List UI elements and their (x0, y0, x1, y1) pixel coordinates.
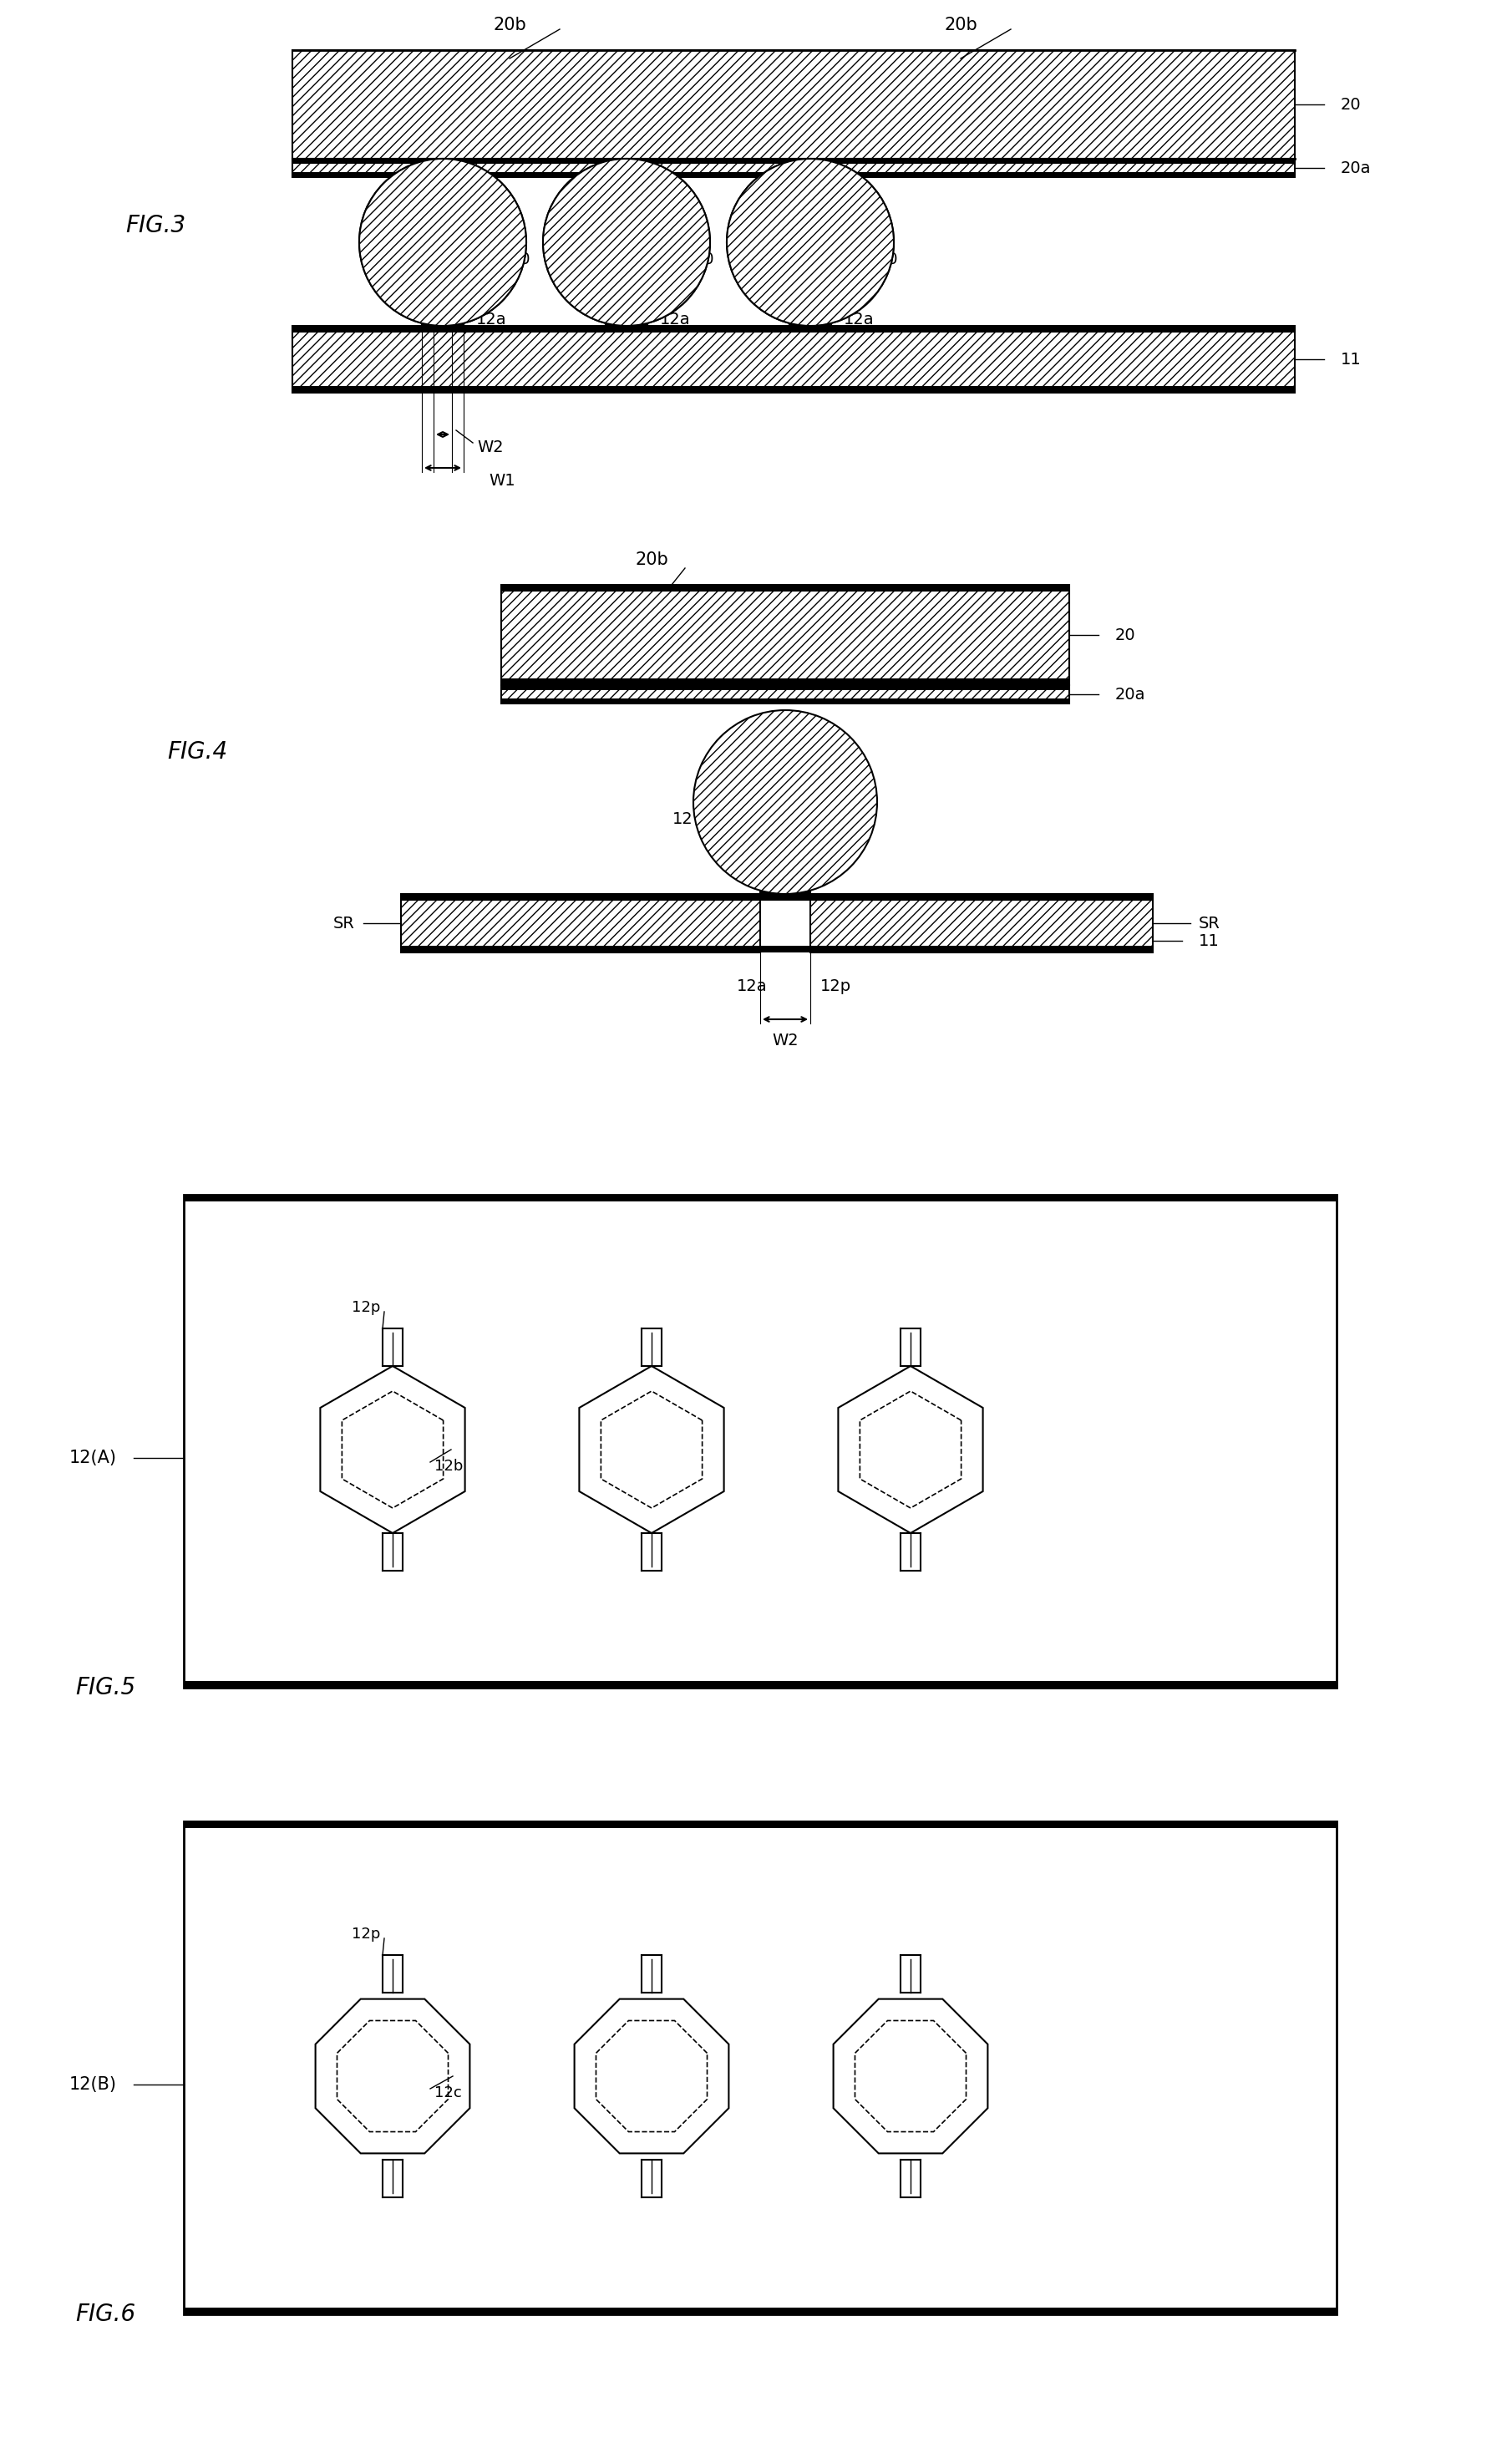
Text: 20: 20 (1341, 96, 1361, 113)
Bar (292, 327, 1294, 332)
Bar (789, 310, 832, 327)
Bar (761, 890, 810, 895)
Text: W1: W1 (488, 472, 516, 489)
Text: 11: 11 (1199, 934, 1219, 949)
Bar (500, 686, 1069, 691)
Text: 12c: 12c (434, 2084, 461, 2102)
Text: W2: W2 (476, 440, 503, 455)
Text: 12b: 12b (434, 1458, 463, 1475)
Bar (422, 322, 464, 327)
Wedge shape (360, 160, 526, 327)
Text: SR: SR (334, 914, 355, 932)
Text: 12(A): 12(A) (70, 1450, 116, 1467)
Text: 12a: 12a (659, 312, 691, 327)
Bar (606, 310, 647, 327)
Text: 30: 30 (510, 251, 531, 268)
Text: 11: 11 (1341, 351, 1361, 366)
Wedge shape (694, 710, 877, 895)
Bar (184, 1195, 1337, 1689)
Bar (789, 322, 832, 327)
Text: 12a: 12a (844, 312, 874, 327)
Text: SR: SR (1199, 914, 1220, 932)
Bar (292, 160, 1294, 177)
Bar (500, 585, 1069, 592)
Text: 20b: 20b (493, 17, 526, 34)
Bar (184, 1821, 1337, 2315)
Bar (401, 895, 1152, 900)
Text: 20b: 20b (943, 17, 977, 34)
Circle shape (727, 160, 894, 327)
Bar (401, 946, 1152, 951)
Bar (184, 1681, 1337, 1689)
Text: W2: W2 (773, 1032, 798, 1047)
Text: FIG.4: FIG.4 (166, 740, 227, 764)
Text: FIG.5: FIG.5 (76, 1676, 136, 1698)
Bar (500, 678, 1069, 686)
Text: 30: 30 (835, 777, 856, 794)
Text: 20a: 20a (1341, 160, 1371, 177)
Bar (292, 386, 1294, 393)
Bar (292, 160, 1294, 165)
Text: 20: 20 (1116, 627, 1136, 644)
Bar (810, 895, 1152, 951)
Text: 30: 30 (694, 251, 714, 268)
Text: FIG.3: FIG.3 (125, 214, 186, 238)
Bar (292, 172, 1294, 177)
Text: 20b: 20b (635, 551, 668, 568)
Text: 12p: 12p (351, 1927, 380, 1942)
Text: 12(B): 12(B) (70, 2077, 116, 2092)
Bar (500, 686, 1069, 703)
Bar (292, 327, 1294, 393)
Bar (500, 698, 1069, 703)
Text: 12a: 12a (476, 312, 507, 327)
Text: FIG.6: FIG.6 (76, 2303, 136, 2325)
Wedge shape (727, 160, 894, 327)
Bar (184, 1821, 1337, 1829)
Text: 20a: 20a (1116, 686, 1146, 703)
Bar (292, 49, 1294, 160)
Wedge shape (543, 160, 711, 327)
Bar (401, 895, 761, 951)
Text: 12p: 12p (820, 978, 851, 993)
Bar (184, 1195, 1337, 1202)
Circle shape (543, 160, 711, 327)
Bar (422, 310, 464, 327)
Bar (500, 585, 1069, 686)
Bar (184, 2308, 1337, 2315)
Text: 12: 12 (673, 811, 694, 826)
Circle shape (360, 160, 526, 327)
Text: 12a: 12a (736, 978, 767, 993)
Text: 12p: 12p (351, 1300, 380, 1315)
Bar (761, 880, 810, 895)
Text: 30: 30 (877, 251, 898, 268)
Bar (606, 322, 647, 327)
